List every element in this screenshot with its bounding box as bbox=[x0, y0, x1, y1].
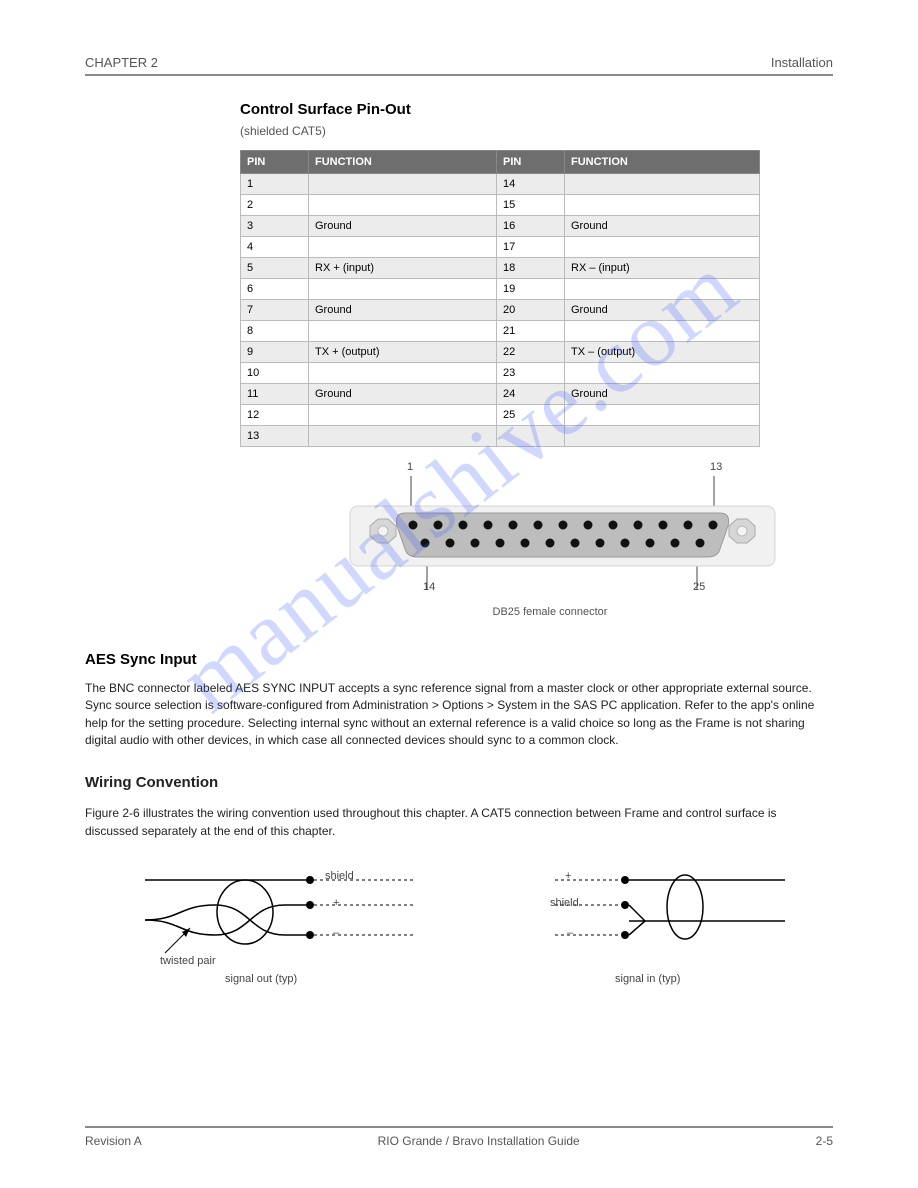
table-cell: 22 bbox=[497, 342, 565, 363]
table-cell: Ground bbox=[565, 300, 760, 321]
table-cell: 10 bbox=[241, 363, 309, 384]
table-cell: 16 bbox=[497, 216, 565, 237]
lbl-shield: shield bbox=[325, 870, 354, 882]
table-cell: 21 bbox=[497, 321, 565, 342]
table-cell: RX – (input) bbox=[565, 258, 760, 279]
table-cell: 19 bbox=[497, 279, 565, 300]
table-cell bbox=[497, 426, 565, 447]
aes-body: The BNC connector labeled AES SYNC INPUT… bbox=[85, 680, 833, 750]
table-row: 6 19 bbox=[241, 279, 760, 300]
footer-right: 2-5 bbox=[816, 1134, 833, 1148]
th-pin-a: PIN bbox=[241, 151, 309, 174]
wiring-figure: shield + – twisted pair signal out (typ)… bbox=[85, 865, 825, 1015]
table-cell: 15 bbox=[497, 195, 565, 216]
aes-title: AES Sync Input bbox=[85, 651, 833, 668]
table-cell: 12 bbox=[241, 405, 309, 426]
th-pin-b: PIN bbox=[497, 151, 565, 174]
table-cell bbox=[309, 426, 497, 447]
table-row: 4 17 bbox=[241, 237, 760, 258]
header-right: Installation bbox=[771, 55, 833, 70]
th-func-b: FUNCTION bbox=[565, 151, 760, 174]
table-cell: 2 bbox=[241, 195, 309, 216]
table-cell bbox=[309, 279, 497, 300]
lbl-right-shield: shield bbox=[550, 897, 579, 909]
wiring-svg bbox=[85, 865, 825, 995]
table-cell: Ground bbox=[565, 216, 760, 237]
table-row: 8 21 bbox=[241, 321, 760, 342]
section-title: Control Surface Pin-Out bbox=[240, 101, 833, 118]
header-left: CHAPTER 2 bbox=[85, 55, 158, 70]
table-cell: 9 bbox=[241, 342, 309, 363]
connector-caption: DB25 female connector bbox=[315, 606, 785, 618]
table-cell: 25 bbox=[497, 405, 565, 426]
db25-svg bbox=[315, 471, 785, 611]
table-cell: 17 bbox=[497, 237, 565, 258]
table-cell bbox=[565, 279, 760, 300]
table-cell bbox=[309, 405, 497, 426]
table-cell bbox=[565, 195, 760, 216]
table-cell: 7 bbox=[241, 300, 309, 321]
table-cell bbox=[309, 195, 497, 216]
table-row: 5RX + (input)18RX – (input) bbox=[241, 258, 760, 279]
table-cell: 13 bbox=[241, 426, 309, 447]
lbl-in: signal in (typ) bbox=[615, 973, 680, 985]
table-cell: 11 bbox=[241, 384, 309, 405]
table-cell: Ground bbox=[565, 384, 760, 405]
table-cell bbox=[565, 237, 760, 258]
table-cell: 23 bbox=[497, 363, 565, 384]
table-row: 11Ground24Ground bbox=[241, 384, 760, 405]
lbl-minus: – bbox=[333, 927, 339, 939]
divider-top bbox=[85, 74, 833, 76]
wiring-title: Wiring Convention bbox=[85, 772, 833, 794]
table-cell bbox=[309, 237, 497, 258]
table-cell: 1 bbox=[241, 174, 309, 195]
lbl-plus: + bbox=[333, 897, 339, 909]
table-row: 1 14 bbox=[241, 174, 760, 195]
table-cell: 14 bbox=[497, 174, 565, 195]
table-cell: Ground bbox=[309, 384, 497, 405]
connector-figure: 1 13 14 25 DB25 female connector bbox=[315, 461, 785, 621]
table-cell: RX + (input) bbox=[309, 258, 497, 279]
footer-center: RIO Grande / Bravo Installation Guide bbox=[378, 1134, 580, 1148]
footer-left: Revision A bbox=[85, 1134, 142, 1148]
table-cell: 4 bbox=[241, 237, 309, 258]
table-row: 13 bbox=[241, 426, 760, 447]
lbl-twisted: twisted pair bbox=[160, 955, 216, 967]
table-cell bbox=[565, 174, 760, 195]
table-row: 12 25 bbox=[241, 405, 760, 426]
table-cell: TX + (output) bbox=[309, 342, 497, 363]
table-cell: Ground bbox=[309, 300, 497, 321]
table-cell bbox=[309, 321, 497, 342]
table-cell bbox=[565, 405, 760, 426]
lbl-right-plus: + bbox=[565, 870, 571, 882]
table-cell: TX – (output) bbox=[565, 342, 760, 363]
table-cell bbox=[565, 363, 760, 384]
pinout-table: PIN FUNCTION PIN FUNCTION 1142153Ground1… bbox=[240, 150, 760, 447]
table-cell: 18 bbox=[497, 258, 565, 279]
th-func-a: FUNCTION bbox=[309, 151, 497, 174]
divider-bottom bbox=[85, 1126, 833, 1128]
table-row: 2 15 bbox=[241, 195, 760, 216]
table-cell: 8 bbox=[241, 321, 309, 342]
table-cell bbox=[565, 321, 760, 342]
lbl-right-minus: – bbox=[567, 927, 573, 939]
table-row: 9TX + (output)22TX – (output) bbox=[241, 342, 760, 363]
table-cell: 20 bbox=[497, 300, 565, 321]
table-row: 7Ground20Ground bbox=[241, 300, 760, 321]
table-cell bbox=[565, 426, 760, 447]
table-cell: Ground bbox=[309, 216, 497, 237]
table-cell bbox=[309, 174, 497, 195]
table-cell: 5 bbox=[241, 258, 309, 279]
table-cell: 6 bbox=[241, 279, 309, 300]
wiring-body: Figure 2-6 illustrates the wiring conven… bbox=[85, 805, 833, 840]
section-subtitle: (shielded CAT5) bbox=[240, 124, 833, 138]
table-cell: 3 bbox=[241, 216, 309, 237]
table-row: 3Ground16Ground bbox=[241, 216, 760, 237]
lbl-out: signal out (typ) bbox=[225, 973, 297, 985]
table-cell: 24 bbox=[497, 384, 565, 405]
table-cell bbox=[309, 363, 497, 384]
table-row: 10 23 bbox=[241, 363, 760, 384]
